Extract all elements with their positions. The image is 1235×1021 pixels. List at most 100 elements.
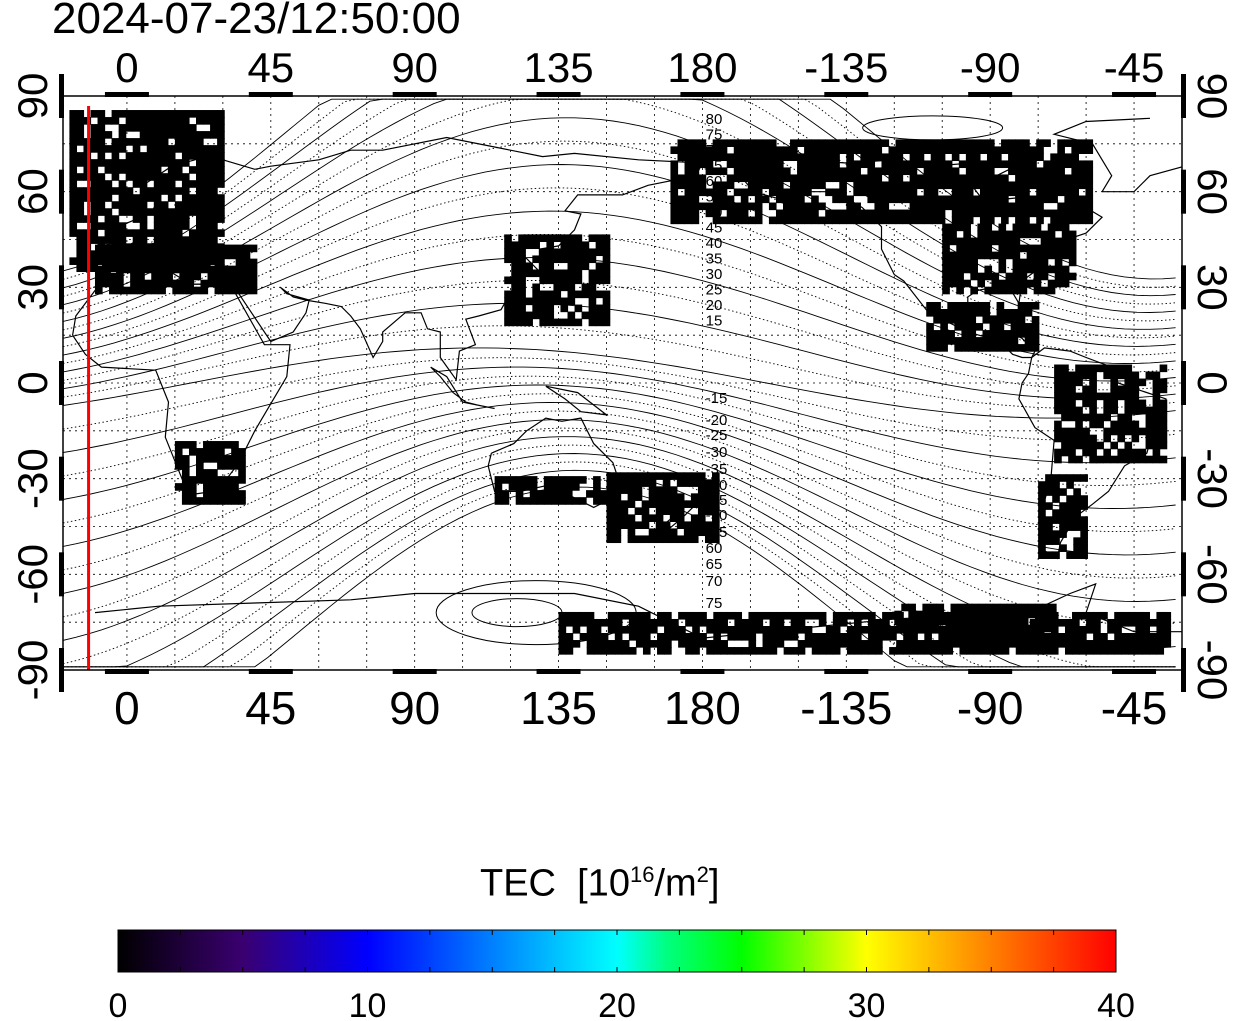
tec-cell: [768, 146, 777, 154]
x-tick-label-top: -135: [804, 44, 888, 91]
tec-cell: [648, 535, 657, 544]
tec-cell: [242, 258, 251, 267]
tec-cell: [203, 236, 211, 244]
x-tick-mark: [104, 669, 149, 674]
y-tick-mark: [1181, 265, 1186, 310]
tec-cell: [1068, 434, 1076, 443]
tec-cell: [634, 535, 643, 544]
tec-cell: [553, 269, 562, 278]
tec-cell: [181, 490, 190, 498]
tec-cell: [979, 188, 988, 197]
tec-cell: [1071, 153, 1080, 162]
tec-cell: [669, 535, 678, 544]
tec-cell: [782, 146, 791, 154]
tec-cell: [144, 279, 152, 288]
tec-cell: [69, 201, 78, 209]
tec-cell: [1073, 474, 1081, 482]
tec-cell: [1024, 302, 1033, 310]
tec-cell: [712, 209, 721, 218]
tec-cell: [600, 633, 609, 641]
tec-cell: [1071, 188, 1080, 197]
tec-cell: [1061, 230, 1070, 239]
tec-cell: [210, 180, 218, 188]
tec-cell: [76, 236, 85, 244]
tec-cell: [964, 617, 973, 626]
tec-cell: [987, 647, 996, 655]
tec-cell: [733, 174, 742, 183]
tec-cell: [196, 187, 204, 195]
tec-cell: [571, 476, 580, 484]
tec-cell: [1066, 474, 1074, 482]
tec-cell: [881, 202, 890, 211]
tec-cell: [1005, 272, 1014, 281]
tec-cell: [923, 139, 932, 147]
tec-cell: [1017, 344, 1026, 352]
tec-cell: [712, 500, 720, 508]
tec-cell: [677, 153, 686, 162]
tec-cell: [811, 640, 820, 648]
tec-cell: [860, 216, 869, 225]
tec-cell: [511, 283, 519, 292]
tec-cell: [1008, 640, 1017, 648]
tec-cell: [111, 264, 120, 272]
tec-cell: [224, 462, 232, 470]
tec-cell: [111, 201, 120, 209]
tec-cell: [1124, 427, 1133, 436]
contour-line: [63, 233, 1176, 373]
tec-cell: [1068, 237, 1077, 246]
tec-cell: [144, 251, 152, 260]
tec-cell: [740, 174, 749, 183]
tec-cell: [546, 290, 555, 299]
tec-cell: [1033, 279, 1042, 288]
tec-cell: [627, 535, 636, 544]
y-tick-mark: [1181, 456, 1186, 501]
tec-cell: [846, 611, 855, 620]
tec-cell: [210, 124, 218, 132]
tec-cell: [860, 181, 869, 190]
tec-cell: [664, 633, 672, 641]
contour-label: 15: [706, 313, 723, 330]
tec-cell: [607, 647, 616, 655]
tec-cell: [755, 647, 764, 655]
tec-cell: [726, 209, 735, 218]
y-tick-label-right: 0: [1189, 371, 1235, 394]
tec-cell: [642, 647, 651, 655]
tec-cell: [203, 187, 211, 195]
tec-cell: [76, 229, 85, 237]
tec-cell: [529, 483, 538, 491]
tec-cell: [992, 610, 1001, 619]
tec-cell: [662, 528, 671, 537]
tec-cell: [699, 611, 707, 620]
y-tick-mark: [59, 552, 64, 597]
tec-cell: [1040, 272, 1049, 281]
tec-cell: [655, 493, 664, 501]
tec-cell: [217, 476, 225, 484]
tec-cell: [1048, 603, 1057, 612]
tec-cell: [748, 611, 757, 620]
tec-cell: [1033, 251, 1042, 260]
tec-cell: [123, 244, 131, 253]
tec-cell: [818, 160, 826, 169]
tec-cell: [1003, 337, 1012, 345]
tec-cell: [712, 486, 720, 494]
tec-cell: [1052, 530, 1060, 538]
tec-cell: [712, 479, 720, 487]
tec-cell: [90, 194, 99, 202]
tec-cell: [895, 195, 904, 204]
tec-cell: [1012, 286, 1021, 295]
tec-cell: [996, 344, 1005, 352]
tec-cell: [733, 146, 742, 154]
tec-cell: [153, 208, 162, 216]
tec-cell: [125, 152, 134, 160]
tec-cell: [1061, 272, 1070, 281]
tec-cell: [1085, 167, 1094, 176]
tec-cell: [634, 472, 643, 480]
tec-cell: [1149, 633, 1158, 641]
tec-cell: [1080, 516, 1088, 524]
tec-cell: [947, 330, 955, 338]
tec-cell: [676, 472, 685, 480]
x-tick-label-bottom: -90: [957, 682, 1023, 734]
tec-cell: [818, 146, 826, 154]
tec-cell: [588, 290, 597, 299]
tec-cell: [560, 269, 569, 278]
